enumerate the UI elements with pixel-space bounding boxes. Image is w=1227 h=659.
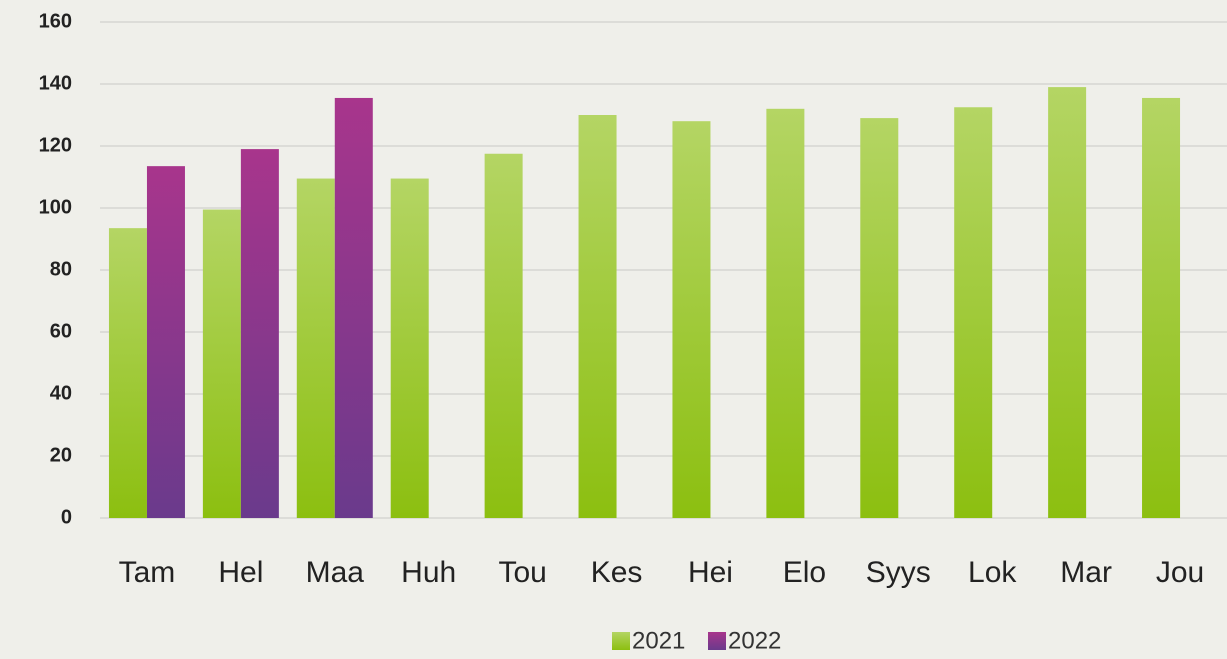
bar — [860, 118, 899, 518]
bar — [766, 108, 805, 519]
bar — [484, 153, 523, 518]
y-tick-label: 160 — [39, 10, 72, 32]
y-tick-label: 40 — [50, 382, 72, 404]
legend-swatch — [708, 632, 726, 650]
x-tick-label: Kes — [591, 556, 643, 589]
bar — [1142, 97, 1181, 518]
legend-label: 2021 — [632, 627, 685, 654]
bar — [240, 149, 279, 518]
x-tick-label: Hel — [218, 556, 263, 589]
bar — [334, 97, 373, 518]
y-tick-label: 20 — [50, 444, 72, 466]
bar — [390, 178, 429, 519]
legend-swatch — [612, 632, 630, 650]
bar — [1048, 87, 1087, 518]
bar — [954, 107, 993, 518]
y-tick-label: 80 — [50, 258, 72, 280]
x-tick-label: Tou — [498, 556, 546, 589]
bar — [202, 209, 241, 519]
x-tick-label: Maa — [306, 556, 365, 589]
x-tick-label: Huh — [401, 556, 456, 589]
y-tick-label: 60 — [50, 320, 72, 342]
y-tick-label: 100 — [39, 196, 72, 218]
bar — [672, 121, 711, 518]
y-tick-label: 0 — [61, 506, 72, 528]
bar — [296, 178, 335, 519]
x-tick-label: Hei — [688, 556, 733, 589]
bar — [108, 228, 147, 518]
x-tick-label: Lok — [968, 556, 1017, 589]
x-tick-label: Tam — [119, 556, 176, 589]
legend-label: 2022 — [728, 627, 781, 654]
x-tick-label: Syys — [866, 556, 931, 589]
x-tick-label: Mar — [1060, 556, 1112, 589]
x-tick-label: Elo — [783, 556, 826, 589]
x-tick-label: Jou — [1156, 556, 1204, 589]
bar — [578, 115, 617, 518]
bar — [146, 166, 185, 518]
y-tick-label: 120 — [39, 134, 72, 156]
y-tick-label: 140 — [39, 72, 72, 94]
